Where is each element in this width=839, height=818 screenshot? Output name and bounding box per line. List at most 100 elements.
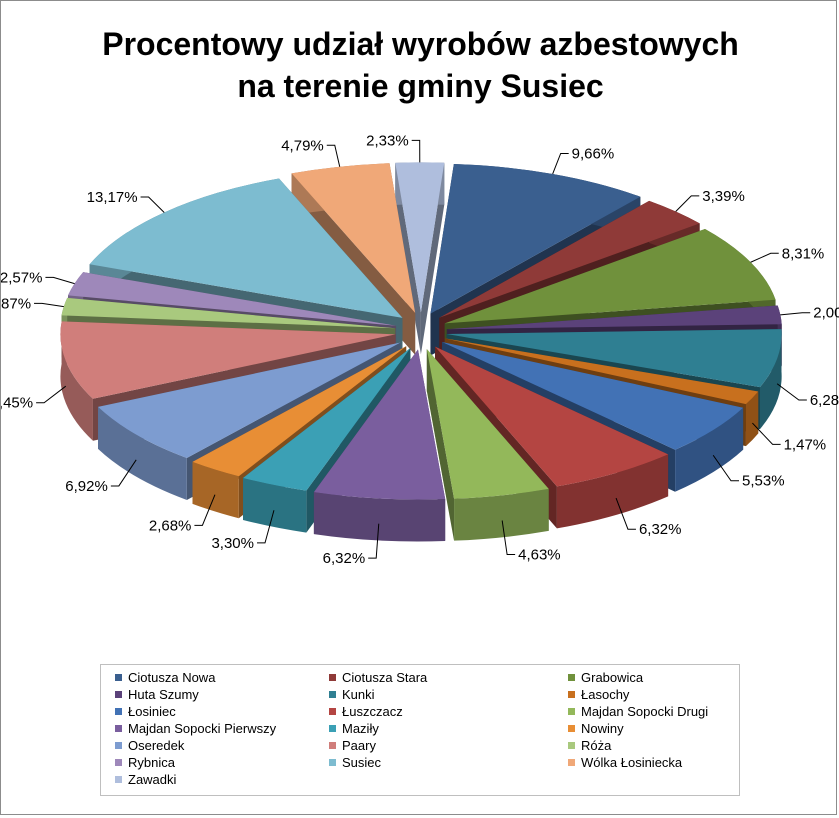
pie-slice-11 [243, 348, 411, 491]
legend-item: Wólka Łosiniecka [568, 754, 682, 770]
legend-item: Huta Szumy [115, 686, 199, 702]
pie-slice-rim [60, 321, 93, 441]
chart-title-line-1: Procentowy udział wyrobów azbestowych [102, 26, 739, 62]
legend-item: Łasochy [568, 686, 629, 702]
leader-line [712, 454, 740, 482]
legend-swatch [329, 707, 336, 715]
data-label: 2,68% [149, 517, 192, 534]
pie-slice-rim [745, 391, 759, 447]
leader-line [776, 383, 807, 401]
data-label: 6,28% [810, 392, 839, 409]
legend-swatch [115, 758, 122, 766]
leader-line [194, 494, 216, 526]
legend-item: Majdan Sopocki Drugi [568, 703, 708, 719]
legend-item: Nowiny [568, 720, 624, 736]
legend-label: Zawadki [128, 771, 177, 787]
pie-slice-12 [192, 346, 407, 477]
pie-slice-1 [430, 164, 641, 314]
leader-line [34, 302, 64, 308]
pie-slice-rim [98, 406, 187, 500]
leader-line [411, 139, 421, 163]
legend-label: Susiec [342, 754, 382, 770]
legend-swatch [115, 690, 122, 698]
pie-slice-13 [98, 342, 401, 458]
leader-line [45, 276, 75, 285]
legend-label: Maziły [342, 720, 379, 736]
leader-line [752, 422, 781, 445]
pie-slice-5 [446, 329, 782, 388]
legend-item: Rybnica [115, 754, 175, 770]
legend-swatch [568, 741, 575, 749]
leader-line [750, 252, 779, 263]
legend-swatch [115, 741, 122, 749]
legend-label: Łosiniec [128, 703, 176, 719]
data-label: 1,47% [784, 436, 827, 453]
chart-title: Procentowy udział wyrobów azbestowych na… [1, 23, 839, 107]
legend-swatch [329, 724, 336, 732]
legend-label: Wólka Łosiniecka [581, 754, 683, 770]
legend-label: Nowiny [581, 720, 624, 736]
pie-slice-rim [556, 454, 669, 529]
leader-line [675, 195, 700, 212]
legend: Ciotusza Nowa Ciotusza Stara Grabowica Huta… [100, 664, 740, 796]
pie-slice-14 [60, 321, 396, 399]
pie-slice-19 [395, 162, 445, 313]
leader-line [368, 523, 380, 559]
pie-slice-8 [435, 346, 669, 487]
data-label: 8,31% [782, 245, 825, 262]
pie-tops [60, 162, 782, 500]
data-label: 3,39% [702, 188, 745, 205]
pie-slice-9 [426, 349, 549, 499]
legend-item: Maziły [329, 720, 379, 736]
pie-slice-rim [675, 407, 744, 492]
data-label: 4,79% [281, 137, 324, 154]
legend-item: Susiec [329, 754, 381, 770]
legend-swatch [568, 673, 575, 681]
data-label: 3,30% [211, 535, 254, 552]
legend-swatch [115, 707, 122, 715]
legend-item: Grabowica [568, 669, 643, 685]
data-label: 2,33% [366, 132, 409, 149]
legend-label: Oseredek [128, 737, 185, 753]
pie-slice-rim [313, 492, 446, 542]
legend-label: Ciotusza Nowa [128, 669, 216, 685]
legend-swatch [115, 724, 122, 732]
leader-line [552, 153, 569, 175]
chart-title-line-2: na terenie gminy Susiec [237, 68, 604, 104]
leader-line [140, 196, 165, 213]
pie-slice-wall [420, 162, 445, 355]
legend-label: Grabowica [581, 669, 644, 685]
pie-slice-18 [291, 163, 416, 313]
legend-label: Róża [581, 737, 612, 753]
data-label: 1,87% [1, 295, 31, 312]
legend-swatch [568, 690, 575, 698]
data-label: 8,45% [1, 395, 33, 412]
pie-slice-4 [446, 305, 782, 330]
legend-item: Ciotusza Nowa [115, 669, 215, 685]
legend-item: Łuszczacz [329, 703, 403, 719]
legend-item: Majdan Sopocki Pierwszy [115, 720, 276, 736]
legend-item: Łosiniec [115, 703, 176, 719]
pie-slice-16 [68, 272, 397, 326]
leader-line [36, 385, 67, 404]
legend-swatch [329, 673, 336, 681]
pie-slice-2 [439, 200, 700, 318]
leader-line [780, 312, 811, 316]
pie-slice-17 [89, 178, 403, 318]
legend-label: Paary [342, 737, 376, 753]
legend-item: Zawadki [115, 771, 176, 787]
data-label: 2,00% [813, 305, 839, 322]
legend-swatch [115, 775, 122, 783]
legend-item: Oseredek [115, 737, 184, 753]
legend-item: Róża [568, 737, 611, 753]
data-label: 4,63% [518, 547, 561, 564]
pie-slice-rim [759, 329, 782, 430]
pie-slice-wall [395, 162, 421, 355]
data-label: 6,32% [323, 550, 366, 567]
pie-slice-6 [444, 338, 759, 405]
pie-slice-rim [243, 477, 307, 533]
data-label: 13,17% [87, 189, 138, 206]
legend-label: Majdan Sopocki Drugi [581, 703, 709, 719]
legend-swatch [329, 758, 336, 766]
